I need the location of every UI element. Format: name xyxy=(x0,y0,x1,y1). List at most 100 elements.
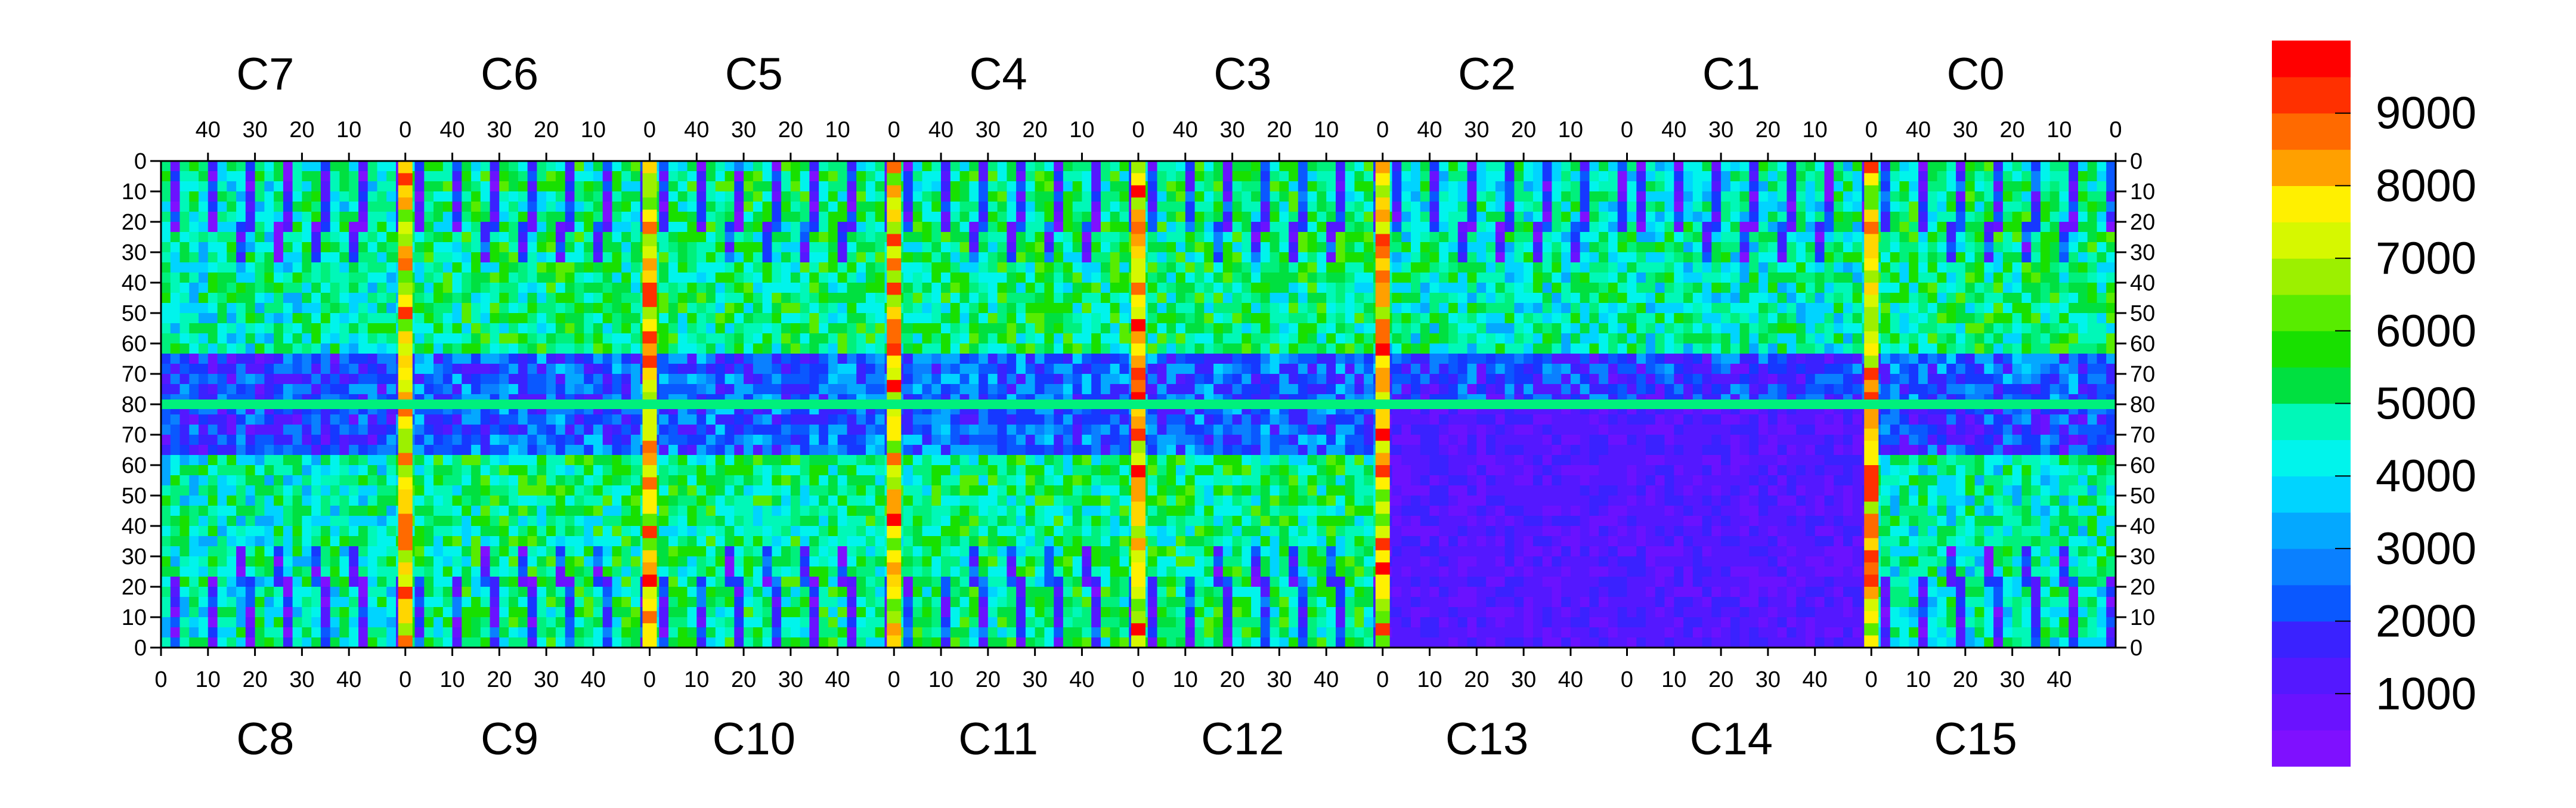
heatmap-cell xyxy=(715,323,726,334)
heatmap-cell xyxy=(912,212,923,222)
heatmap-cell xyxy=(612,273,622,283)
heatmap-cell xyxy=(1401,343,1411,354)
heatmap-cell xyxy=(687,242,697,253)
heatmap-cell xyxy=(1213,303,1224,314)
heatmap-cell xyxy=(480,252,491,263)
heatmap-cell xyxy=(1739,262,1750,273)
heatmap-cell xyxy=(2049,273,2060,283)
heatmap-cell xyxy=(800,212,810,222)
heatmap-cell xyxy=(1627,273,1637,283)
heatmap-cell xyxy=(1580,293,1590,304)
heatmap-cell xyxy=(922,232,932,243)
heatmap-cell xyxy=(1514,283,1524,293)
heatmap-cell xyxy=(170,384,181,395)
heatmap-cell xyxy=(2012,252,2022,263)
heatmap-cell xyxy=(1072,374,1083,385)
heatmap-cell xyxy=(1965,384,1976,395)
heatmap-cell xyxy=(292,303,302,314)
heatmap-cell xyxy=(227,323,237,334)
heatmap-cell xyxy=(1984,333,1994,344)
heatmap-cell xyxy=(339,273,349,283)
heatmap-cell xyxy=(1927,313,1938,324)
heatmap-cell xyxy=(1476,333,1487,344)
heatmap-cell xyxy=(762,374,772,385)
heatmap-cell xyxy=(1909,202,1919,212)
heatmap-cell xyxy=(1336,171,1346,182)
heatmap-cell xyxy=(490,222,500,233)
heatmap-cell xyxy=(1082,354,1092,364)
heatmap-cell xyxy=(161,333,171,344)
heatmap-cell xyxy=(2106,191,2116,202)
heatmap-cell xyxy=(1777,181,1788,192)
heatmap-cell xyxy=(931,354,942,364)
heatmap-cell xyxy=(800,354,810,364)
heatmap-cell xyxy=(565,181,575,192)
heatmap-cell xyxy=(1777,232,1788,243)
heatmap-cell xyxy=(1495,171,1506,182)
heatmap-cell xyxy=(1664,181,1674,192)
heatmap-cell xyxy=(434,374,444,385)
heatmap-cell xyxy=(367,333,378,344)
heatmap-cell xyxy=(1025,171,1036,182)
heatmap-cell xyxy=(1580,222,1590,233)
heatmap-cell xyxy=(979,354,989,364)
heatmap-cell xyxy=(1420,323,1431,334)
heatmap-cell xyxy=(1514,161,1524,172)
heatmap-cell xyxy=(1711,181,1722,192)
heatmap-cell xyxy=(602,374,613,385)
heatmap-cell xyxy=(724,283,735,293)
heatmap-cell xyxy=(1147,354,1158,364)
heatmap-cell xyxy=(1101,283,1111,293)
heatmap-cell xyxy=(584,303,594,314)
heatmap-cell xyxy=(208,202,218,212)
heatmap-cell xyxy=(199,283,209,293)
heatmap-cell xyxy=(1843,262,1853,273)
heatmap-cell xyxy=(762,384,772,395)
heatmap-cell xyxy=(2002,171,2013,182)
heatmap-cell xyxy=(1552,242,1562,253)
heatmap-cell xyxy=(208,232,218,243)
heatmap-cell xyxy=(1072,293,1083,304)
heatmap-cell xyxy=(1260,323,1271,334)
heatmap-cell xyxy=(2040,273,2051,283)
heatmap-cell xyxy=(1965,323,1976,334)
heatmap-cell xyxy=(715,181,726,192)
heatmap-cell xyxy=(1749,303,1759,314)
heatmap-cell xyxy=(696,333,707,344)
heatmap-cell xyxy=(1890,313,1900,324)
heatmap-cell xyxy=(1767,222,1778,233)
heatmap-cell xyxy=(1082,232,1092,243)
heatmap-cell xyxy=(1580,171,1590,182)
heatmap-cell xyxy=(1110,273,1120,283)
heatmap-cell xyxy=(1552,212,1562,222)
heatmap-cell xyxy=(1354,262,1364,273)
heatmap-cell xyxy=(2049,343,2060,354)
heatmap-cell xyxy=(2059,252,2069,263)
heatmap-cell xyxy=(790,273,801,283)
heatmap-cell xyxy=(217,313,227,324)
heatmap-cell xyxy=(1711,333,1722,344)
heatmap-cell xyxy=(941,252,951,263)
heatmap-cell xyxy=(189,303,199,314)
heatmap-cell xyxy=(1279,191,1289,202)
heatmap-cell xyxy=(1834,242,1844,253)
heatmap-cell xyxy=(367,202,378,212)
heatmap-cell xyxy=(715,222,726,233)
heatmap-cell xyxy=(424,242,434,253)
heatmap-cell xyxy=(574,232,584,243)
heatmap-cell xyxy=(1749,343,1759,354)
heatmap-cell xyxy=(1110,303,1120,314)
heatmap-cell xyxy=(1692,283,1703,293)
heatmap-cell xyxy=(959,323,970,334)
heatmap-cell xyxy=(593,354,603,364)
heatmap-cell xyxy=(386,222,397,233)
heatmap-cell xyxy=(2106,384,2116,395)
heatmap-cell xyxy=(2012,333,2022,344)
heatmap-cell xyxy=(452,273,462,283)
heatmap-cell xyxy=(1336,333,1346,344)
heatmap-cell xyxy=(1552,384,1562,395)
heatmap-cell xyxy=(546,212,556,222)
heatmap-cell xyxy=(490,354,500,364)
heatmap-cell xyxy=(1486,222,1496,233)
heatmap-cell xyxy=(922,303,932,314)
